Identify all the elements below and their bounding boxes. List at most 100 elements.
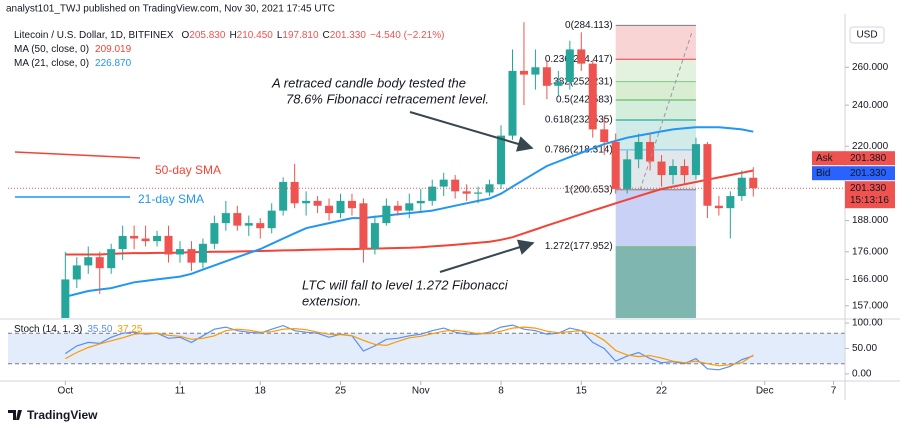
candle-body [508, 70, 517, 136]
candle-body [382, 205, 391, 224]
stoch-legend: Stoch (14, 1, 3) 35.50 37.25 [14, 324, 143, 335]
annotation-text: LTC will fall to level 1.272 Fibonacci [302, 277, 509, 292]
x-tick-label: 11 [175, 386, 186, 397]
last-price-label: 201.330 [850, 183, 887, 194]
y-tick-label: 176.000 [852, 246, 889, 257]
candle-body [370, 223, 379, 250]
sma50-label: 50-day SMA [155, 163, 221, 177]
legend-key: L [277, 30, 283, 41]
y-tick-label: 220.000 [852, 141, 889, 152]
legend-value: 210.450 [237, 30, 274, 41]
overlay-name: MA (50, close, 0) [14, 44, 89, 55]
legend-change: −4.540 (−2.21%) [370, 30, 445, 41]
candle-body [325, 205, 334, 214]
fib-zone [615, 81, 696, 101]
candle-body [485, 184, 494, 193]
candle-body [737, 177, 746, 197]
candle-body [531, 67, 540, 75]
y-tick-label: 188.000 [852, 215, 889, 226]
fib-zone [615, 25, 696, 60]
candle-body [244, 223, 253, 226]
quote-title-box [812, 166, 845, 181]
candle-body [175, 249, 184, 255]
x-tick-label: 8 [498, 386, 504, 397]
plot-layer [8, 22, 845, 318]
currency-label[interactable]: USD [856, 30, 877, 41]
candle-body [359, 203, 368, 250]
candle-body [72, 265, 81, 280]
candle-body [428, 186, 437, 201]
x-tick-label: 22 [656, 386, 668, 397]
fib-label: 0.382(252.231) [545, 76, 613, 87]
annotation-text: A retraced candle body tested the [271, 75, 466, 90]
candle-body [542, 67, 551, 86]
candle-body [726, 196, 735, 209]
candle-body [519, 70, 528, 75]
overlay-value: 209.019 [95, 44, 132, 55]
sma50-callout-line [14, 151, 141, 159]
candle-body [302, 200, 311, 204]
candle-body [153, 235, 162, 242]
x-tick-label: Dec [756, 386, 774, 397]
fib-zone [615, 120, 696, 150]
legend-value: 197.810 [282, 30, 319, 41]
candle-body [554, 82, 563, 86]
y-tick-label: 157.000 [852, 300, 889, 311]
fib-extension-zone [615, 246, 696, 318]
candle-body [95, 257, 104, 269]
candle-body [210, 223, 219, 244]
candle-body [703, 144, 712, 206]
candle-body [749, 177, 758, 189]
candle-body [600, 129, 609, 142]
fib-label: 1.272(177.952) [545, 241, 613, 252]
sma21-label: 21-day SMA [138, 192, 204, 206]
candle-body [669, 166, 678, 176]
overlay-legend: MA (21, close, 0) 226.870 [14, 58, 132, 69]
candle-body [130, 235, 139, 239]
annotation-text: 78.6% Fibonacci retracement level. [286, 91, 489, 106]
currency-box[interactable] [849, 26, 885, 44]
candle-body [405, 203, 414, 211]
legend-value: 205.830 [189, 30, 226, 41]
candle-body [439, 179, 448, 187]
y-tick-label: 166.000 [852, 274, 889, 285]
overlay-value: 226.870 [95, 58, 132, 69]
quote-value: 201.330 [850, 168, 887, 179]
candle-body [646, 141, 655, 162]
annotation-arrow [409, 111, 534, 152]
stoch-line [64, 324, 754, 371]
candle-body [451, 179, 460, 192]
stoch-title: Stoch (14, 1, 3) [14, 324, 82, 335]
candle-body [474, 192, 483, 194]
candle-body [141, 238, 150, 242]
candle-body [221, 213, 230, 224]
candle-body [267, 210, 276, 229]
footer: TradingView [8, 408, 98, 422]
candle-body [336, 200, 345, 214]
fib-label: 0(284.113) [565, 20, 613, 31]
y-tick-label: 260.000 [852, 62, 889, 73]
quote-title: Ask [816, 153, 834, 164]
publisher-header: analyst101_TWJ published on TradingView.… [6, 4, 335, 15]
candle-body [187, 249, 196, 263]
candle-body [577, 49, 586, 64]
y-tick-label: 240.000 [852, 100, 889, 111]
candle-body [84, 257, 93, 266]
legend-key: C [323, 30, 330, 41]
countdown-label: 15:13:16 [850, 195, 889, 206]
candle-body [279, 181, 288, 211]
candle-body [462, 191, 471, 194]
legend-key: O [182, 30, 190, 41]
candle-body [393, 205, 402, 211]
x-tick-label: 18 [255, 386, 267, 397]
last-price-box [845, 181, 895, 209]
legend-value: 201.330 [330, 30, 367, 41]
x-tick-label: 7 [831, 386, 837, 397]
x-tick-label: 25 [335, 386, 347, 397]
x-tick-label: Nov [412, 386, 430, 397]
fib-label: 0.618(232.535) [545, 115, 613, 126]
candle-body [634, 141, 643, 160]
candle-body [691, 144, 700, 176]
